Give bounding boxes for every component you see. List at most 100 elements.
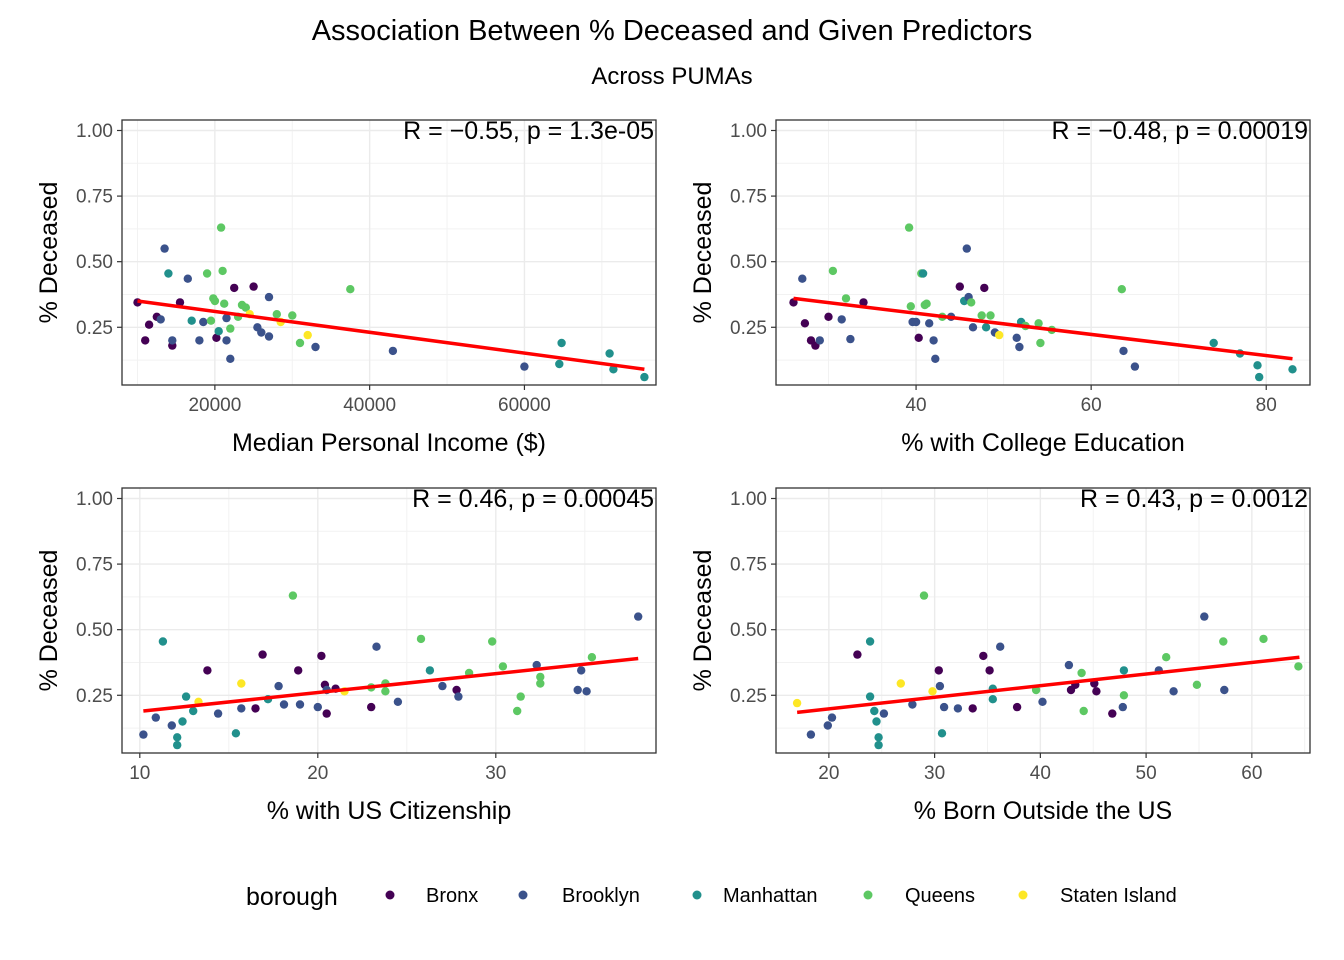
data-point xyxy=(1012,702,1022,712)
data-point xyxy=(168,336,177,345)
grid xyxy=(775,488,1310,753)
legend-label-bronx: Bronx xyxy=(426,885,478,907)
y-tick-label: 0.75 xyxy=(76,555,113,576)
data-point xyxy=(241,303,250,312)
y-axis-title: % Deceased xyxy=(35,550,63,692)
data-point xyxy=(158,637,168,646)
data-point xyxy=(195,336,204,345)
y-tick-label: 0.50 xyxy=(730,252,767,273)
data-point xyxy=(1220,685,1229,695)
y-tick-label: 0.25 xyxy=(730,686,767,707)
data-point xyxy=(212,333,221,342)
data-point xyxy=(214,327,223,336)
data-point xyxy=(859,298,868,307)
data-point xyxy=(139,730,148,739)
data-point xyxy=(257,328,266,337)
plot-background xyxy=(122,120,656,385)
data-point xyxy=(988,695,997,704)
data-point xyxy=(823,721,832,730)
data-point xyxy=(582,687,591,696)
data-point xyxy=(841,294,851,303)
panel-border xyxy=(775,119,1311,386)
data-point xyxy=(865,692,875,701)
legend-label-staten-island: Staten Island xyxy=(1060,885,1177,907)
data-point xyxy=(141,336,150,345)
data-point xyxy=(919,591,929,600)
data-point xyxy=(929,336,938,345)
y-tick-label: 0.75 xyxy=(730,187,767,208)
data-point xyxy=(968,323,978,332)
data-point xyxy=(874,733,883,742)
chart-subtitle: Across PUMAs xyxy=(591,63,752,90)
y-axis-title: % Deceased xyxy=(689,182,717,324)
data-point xyxy=(587,653,597,662)
data-point xyxy=(937,729,947,738)
data-point xyxy=(1209,338,1218,348)
data-point xyxy=(640,372,649,382)
regression-line xyxy=(137,299,645,371)
data-point xyxy=(156,315,165,324)
data-point xyxy=(206,316,216,325)
legend-item-queens: Queens xyxy=(863,885,975,907)
x-tick-label: 30 xyxy=(924,763,945,784)
panel-college: R = −0.48, p = 0.00019 0.25 0.50 0.75 1.00 40… xyxy=(689,117,1311,457)
data-point xyxy=(367,702,376,712)
data-point xyxy=(573,685,582,695)
data-point xyxy=(311,342,320,352)
correlation-annotation: R = −0.48, p = 0.00019 xyxy=(1052,117,1308,145)
data-point xyxy=(1038,697,1047,706)
x-tick-label: 20 xyxy=(818,763,839,784)
grid xyxy=(122,120,656,385)
x-tick-label: 40 xyxy=(905,395,926,416)
chart-title: Association Between % Deceased and Given… xyxy=(312,15,1033,47)
data-point xyxy=(536,672,545,682)
data-point xyxy=(183,274,192,283)
panel-born-outside: R = 0.43, p = 0.0012 0.25 0.50 0.75 1.00 20 30… xyxy=(689,485,1311,825)
scatter-points xyxy=(133,223,649,382)
legend-item-staten-island: Staten Island xyxy=(1018,885,1177,907)
x-tick-label: 20 xyxy=(307,763,328,784)
data-point xyxy=(896,679,905,688)
legend-key-manhattan xyxy=(692,890,702,900)
annotation-r: R = −0.55, xyxy=(403,117,527,145)
data-point xyxy=(1064,660,1074,670)
y-tick-label: 0.50 xyxy=(730,620,767,641)
legend-title: borough xyxy=(246,883,338,911)
y-tick-label: 0.25 xyxy=(76,318,113,339)
data-point xyxy=(226,324,235,333)
data-point xyxy=(939,702,949,712)
data-point xyxy=(986,311,995,320)
y-tick-label: 1.00 xyxy=(76,489,113,510)
data-point xyxy=(1119,691,1129,700)
data-point xyxy=(906,302,915,311)
data-point xyxy=(870,706,879,716)
data-point xyxy=(981,323,991,332)
data-point xyxy=(231,729,241,738)
data-point xyxy=(220,299,229,308)
data-point xyxy=(911,317,921,327)
data-point xyxy=(381,687,390,696)
data-point xyxy=(995,330,1004,340)
data-point xyxy=(1092,687,1101,696)
data-point xyxy=(264,292,274,302)
annotation-p: p = 0.00045 xyxy=(521,485,654,513)
correlation-annotation: R = 0.46, p = 0.00045 xyxy=(412,485,654,513)
data-point xyxy=(1012,333,1021,342)
data-point xyxy=(879,709,889,718)
data-point xyxy=(934,666,943,675)
y-tick-label: 0.50 xyxy=(76,252,113,273)
data-point xyxy=(935,681,945,691)
data-point xyxy=(251,704,260,713)
data-point xyxy=(1219,637,1228,646)
data-point xyxy=(213,709,223,718)
data-point xyxy=(962,244,971,253)
y-tick-label: 0.75 xyxy=(730,555,767,576)
data-point xyxy=(1253,361,1262,370)
data-point xyxy=(1015,342,1024,352)
data-point xyxy=(874,740,883,750)
x-axis-title: Median Personal Income ($) xyxy=(232,429,546,457)
legend-key-queens xyxy=(863,890,873,900)
data-point xyxy=(216,223,226,232)
data-point xyxy=(144,320,154,329)
legend-key-staten-island xyxy=(1018,890,1028,900)
